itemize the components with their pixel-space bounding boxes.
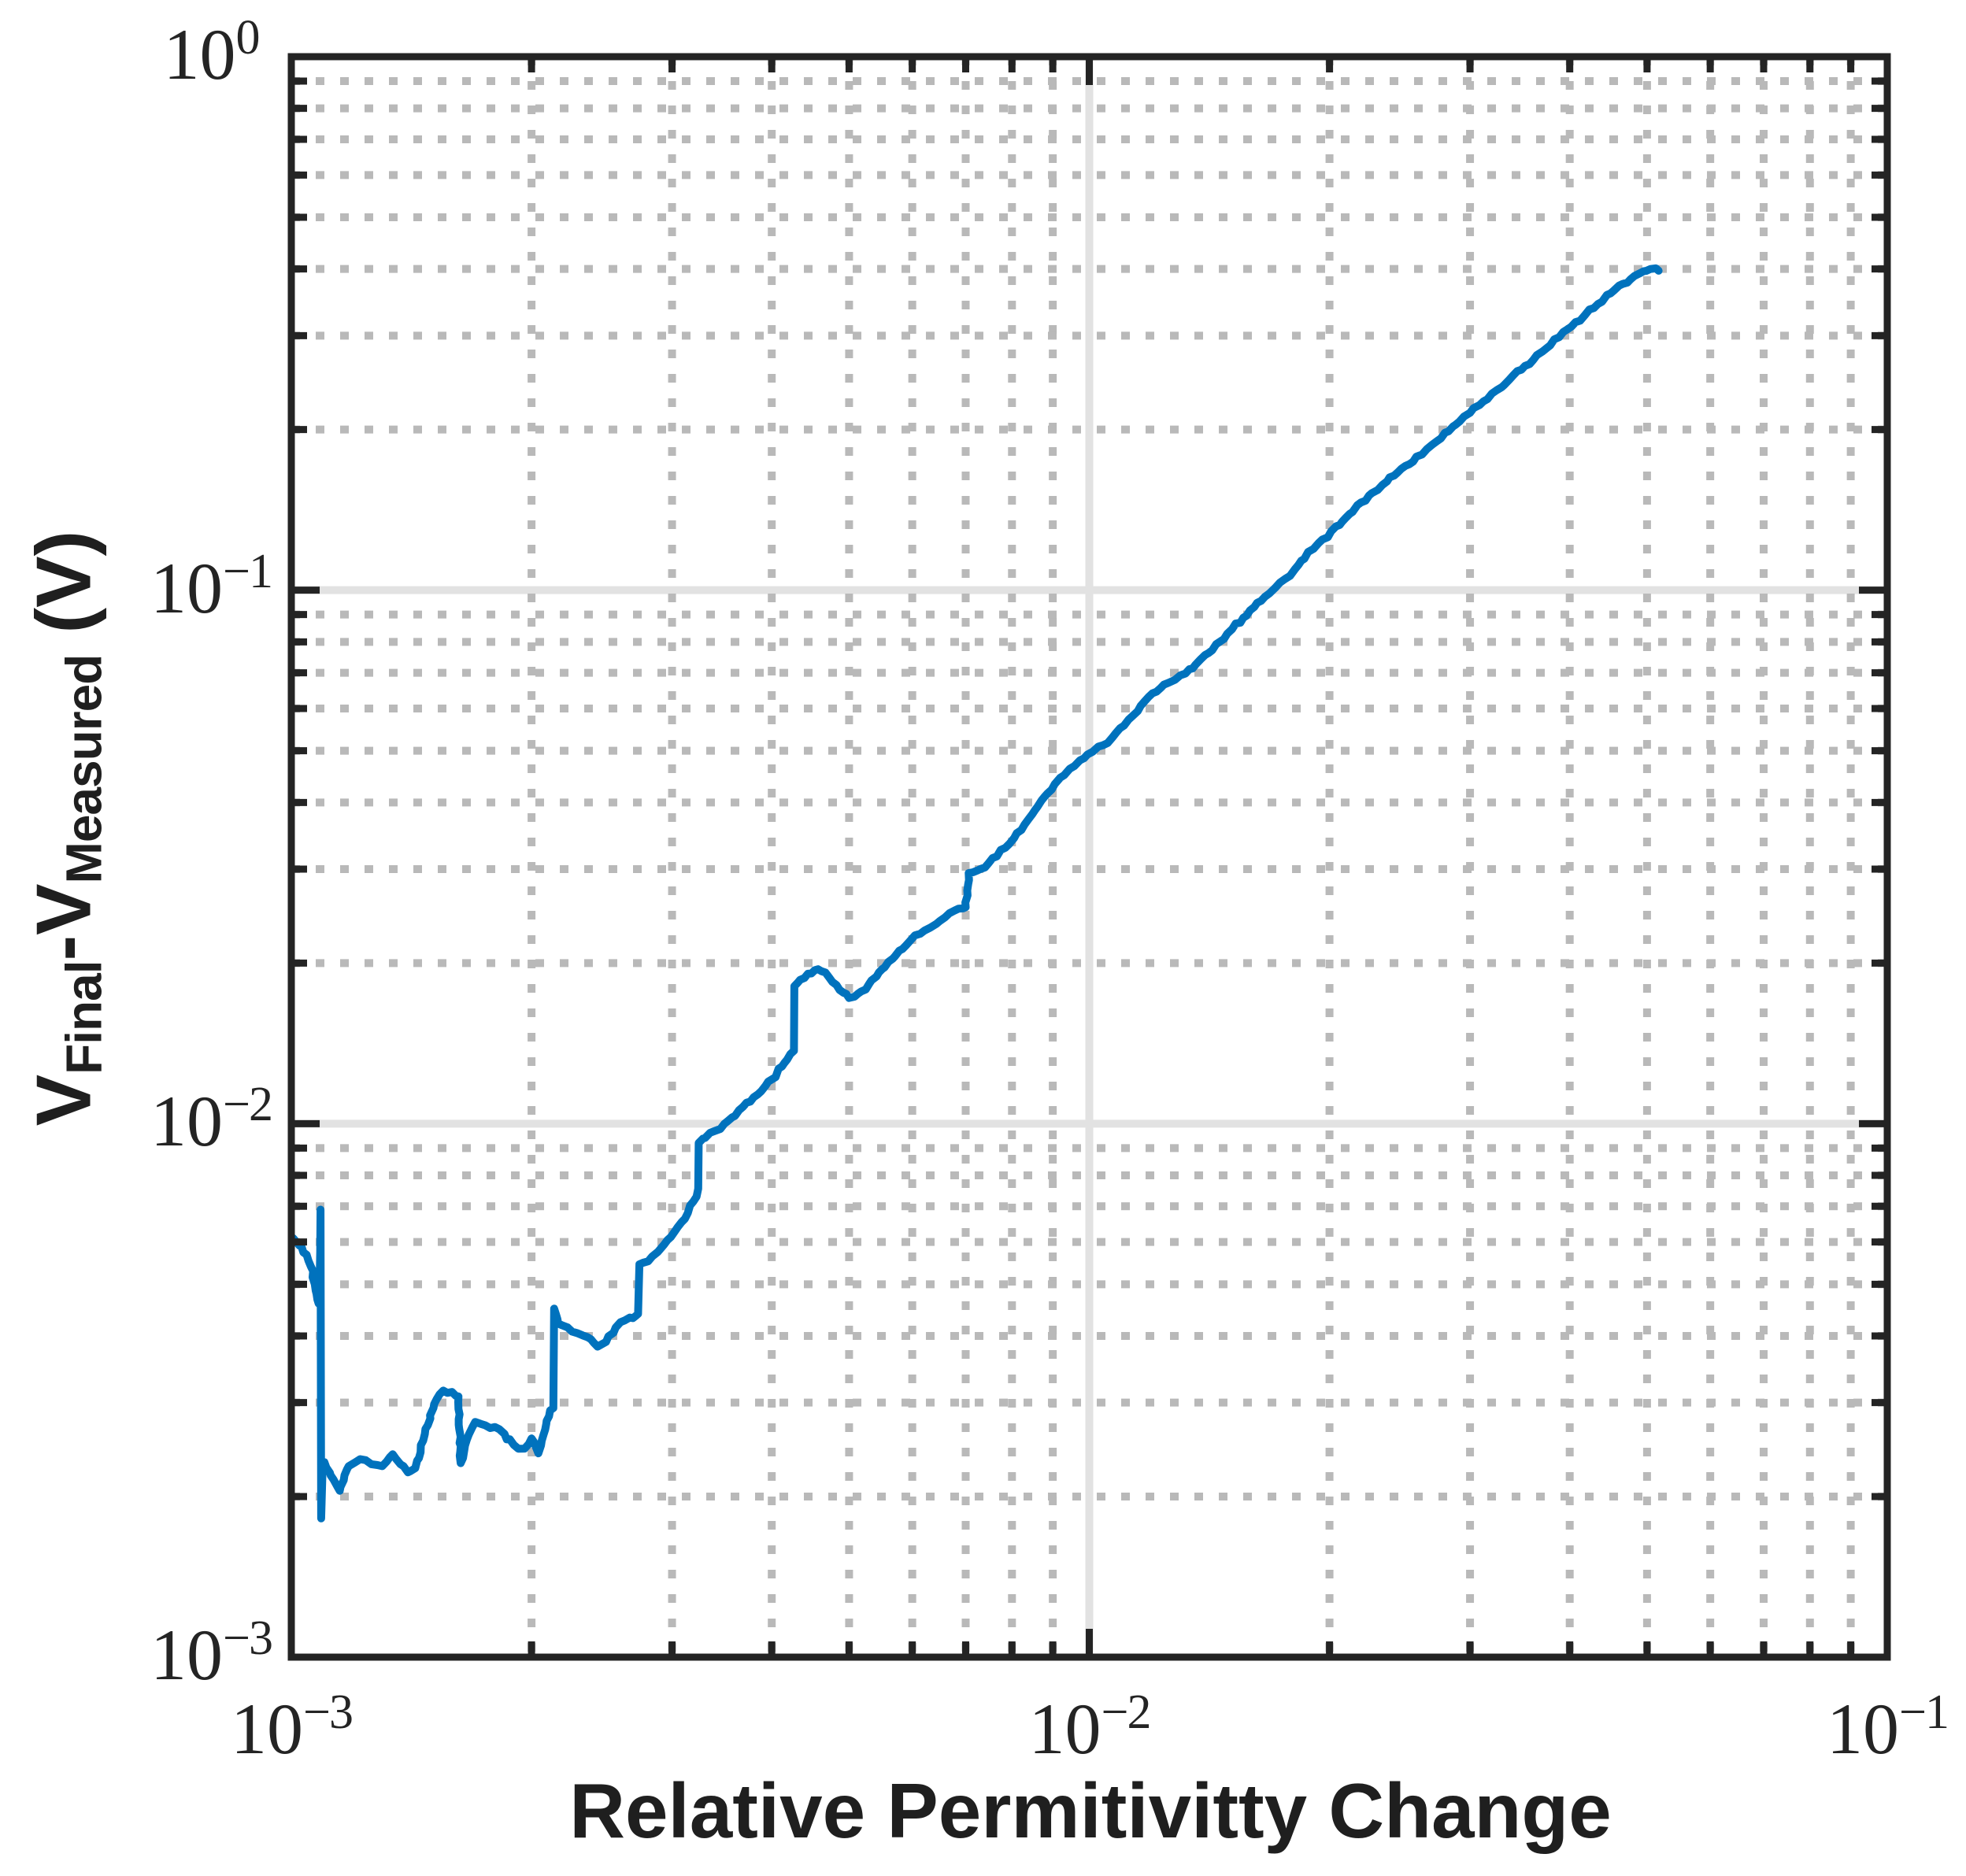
- y-axis-label-part: -V: [20, 883, 107, 961]
- y-tick-label: 10−3: [150, 1611, 273, 1695]
- y-axis-label-subscript: Measured: [55, 654, 113, 884]
- x-tick-label: 10−2: [1028, 1685, 1152, 1769]
- x-tick-label: 10−3: [231, 1685, 354, 1769]
- y-tick-label: 100: [163, 11, 261, 94]
- y-tick-label: 10−1: [150, 544, 273, 628]
- y-axis-label-part: (V): [20, 530, 107, 655]
- y-axis-label-part: V: [20, 1074, 107, 1127]
- y-tick-label: 10−2: [150, 1078, 273, 1162]
- x-tick-label: 10−1: [1827, 1685, 1949, 1769]
- y-axis-label-subscript: Final: [55, 960, 113, 1075]
- x-axis-label: Relative Permitivitty Change: [569, 1767, 1612, 1854]
- y-axis-label: VFinal-VMeasured (V): [20, 531, 112, 1126]
- data-series-line: [291, 264, 1663, 1523]
